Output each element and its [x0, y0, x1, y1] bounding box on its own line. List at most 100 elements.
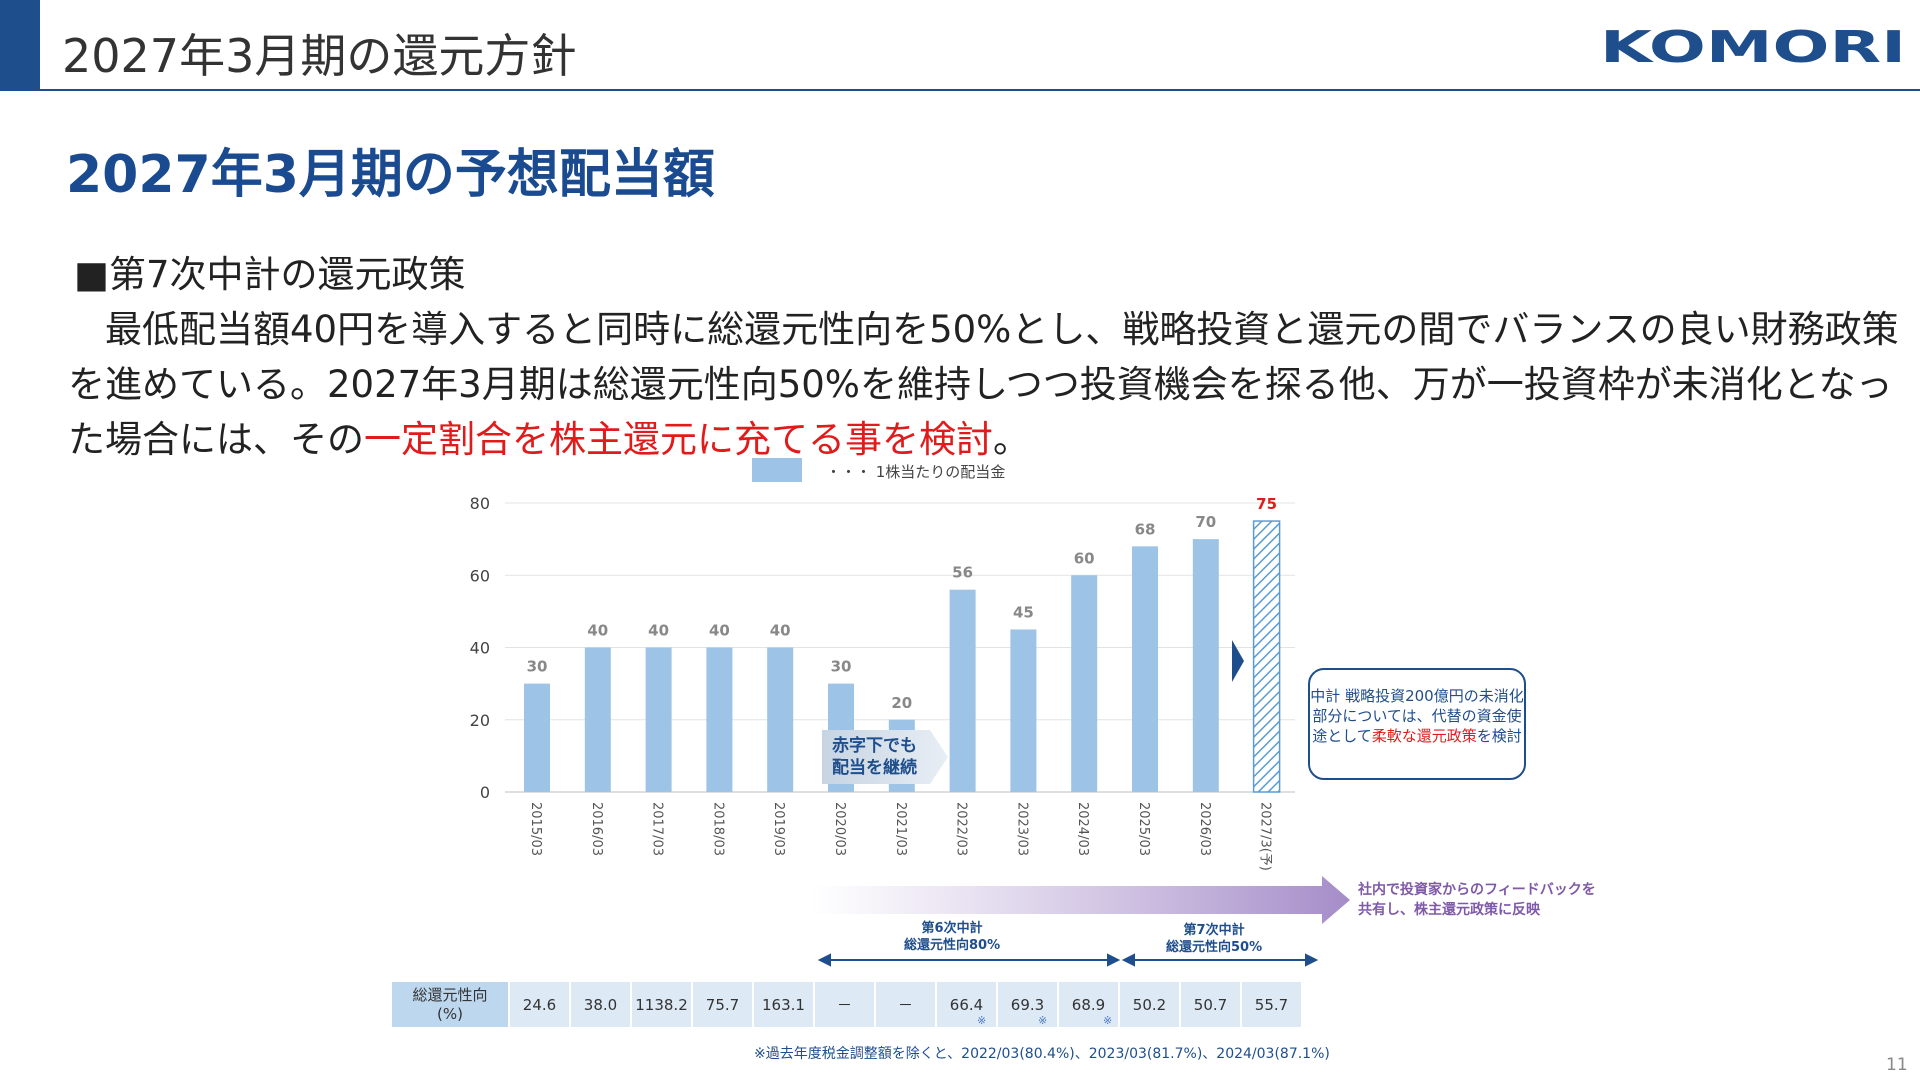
logo-text: KOMORI [1600, 22, 1906, 66]
x-tick-label: 2027/3(予) [1258, 802, 1273, 871]
payout-value: 38.0 [583, 995, 618, 1014]
footnote-mark: ※ [1038, 1014, 1048, 1027]
plan7-ratio: 総還元性向50% [1166, 940, 1263, 955]
payout-cell: 163.1 [753, 982, 815, 1027]
payout-header-cell: 総還元性向 (%) [392, 982, 510, 1027]
bar [645, 647, 672, 792]
payout-value: 75.7 [705, 995, 740, 1014]
data-label: 56 [952, 564, 973, 582]
bar [1192, 539, 1219, 792]
x-tick-label: 2024/03 [1075, 802, 1090, 856]
data-label: 45 [1013, 603, 1034, 621]
x-tick-label: 2015/03 [528, 802, 543, 856]
paragraph-highlight: 一定割合を株主還元に充てる事を検討 [364, 418, 993, 461]
feedback-line-1: 社内で投資家からのフィードバックを [1358, 882, 1596, 898]
x-tick-label: 2017/03 [650, 802, 665, 856]
y-tick-label: 60 [470, 566, 490, 585]
data-label: 40 [770, 622, 791, 640]
paragraph-line-1: 最低配当額40円を導入すると同時に総還元性向を50%とし、戦略投資と還元の間でバ… [68, 308, 1899, 351]
plan7-range-arrow [1121, 953, 1319, 967]
bar [767, 647, 794, 792]
data-label: 30 [831, 658, 852, 676]
payout-cell: 68.9 ※ [1058, 982, 1120, 1027]
payout-value: 68.9 [1071, 995, 1106, 1014]
payout-value: 50.7 [1193, 995, 1228, 1014]
y-tick-label: 0 [480, 783, 490, 802]
bar [1071, 575, 1098, 792]
plan6-label: 第6次中計 総還元性向80% [904, 920, 1000, 954]
bar [524, 683, 550, 792]
payout-cell: 38.0 [570, 982, 632, 1027]
section-label: ■第7次中計の還元政策 [74, 253, 466, 296]
payout-value: 24.6 [522, 995, 557, 1014]
x-tick-label: 2019/03 [771, 802, 786, 856]
payout-cell: 75.7 [692, 982, 754, 1027]
header-accent-bar [0, 0, 40, 90]
footnote-mark: ※ [1103, 1014, 1113, 1027]
bar [949, 589, 976, 792]
data-label: 40 [587, 622, 608, 640]
footnote: ※過去年度税金調整額を除くと、2022/03(80.4%)、2023/03(81… [754, 1046, 1330, 1062]
payout-cell: 69.3 ※ [997, 982, 1059, 1027]
payout-value: 66.4 [949, 995, 984, 1014]
legend-swatch [752, 458, 802, 482]
paragraph-end: 。 [993, 418, 1030, 461]
x-tick-label: 2021/03 [893, 802, 908, 856]
payout-cell: 1138.2 [631, 982, 693, 1027]
table-row: 総還元性向 (%) 24.6 38.0 1138.2 75.7 163.1 －－ 66.4 ※… [392, 982, 1303, 1027]
forecast-pointer-icon [1232, 640, 1244, 682]
legend-label: ・・・ 1株当たりの配当金 [826, 463, 1005, 481]
payout-value: 55.7 [1254, 995, 1289, 1014]
x-tick-label: 2018/03 [710, 802, 725, 856]
callout-end: を検討 [1476, 727, 1522, 745]
x-tick-label: 2025/03 [1136, 802, 1151, 856]
data-label: 70 [1195, 513, 1216, 531]
payout-value: 1138.2 [635, 995, 688, 1014]
payout-header-line-2: (%) [437, 1004, 463, 1023]
x-tick-label: 2022/03 [954, 802, 969, 856]
deficit-label-line-1: 赤字下でも [832, 736, 917, 756]
feedback-label: 社内で投資家からのフィードバックを 共有し、株主還元政策に反映 [1358, 880, 1596, 920]
bar [584, 647, 611, 792]
x-tick-label: 2023/03 [1014, 802, 1029, 856]
y-tick-label: 40 [470, 639, 490, 658]
data-label: 20 [891, 694, 912, 712]
payout-value: 50.2 [1132, 995, 1167, 1014]
plan6-ratio: 総還元性向80% [904, 938, 1001, 953]
deficit-label: 赤字下でも 配当を継続 [832, 735, 917, 779]
callout-text: 中計 戦略投資200億円の未消化部分については、代替の資金使途として [1310, 687, 1524, 745]
deficit-label-line-2: 配当を継続 [832, 758, 917, 778]
bar [706, 647, 733, 792]
plan6-range-arrow [817, 953, 1121, 967]
payout-cell: 55.7 [1241, 982, 1303, 1027]
x-tick-label: 2016/03 [589, 802, 604, 856]
payout-header-line-1: 総還元性向 [412, 985, 488, 1004]
page-number: 11 [1886, 1055, 1908, 1075]
header-divider [0, 89, 1920, 91]
page-title: 2027年3月期の還元方針 [62, 29, 577, 83]
plan7-title: 第7次中計 [1183, 923, 1245, 938]
payout-cell: 24.6 [509, 982, 571, 1027]
data-label: 60 [1074, 549, 1095, 567]
payout-cell: 50.2 [1119, 982, 1181, 1027]
payout-cell: 50.7 [1180, 982, 1242, 1027]
forecast-bar [1252, 520, 1281, 793]
y-tick-label: 20 [470, 711, 490, 730]
y-tick-label: 80 [470, 494, 490, 513]
bar [1132, 546, 1158, 792]
deficit-arrow [822, 730, 948, 784]
paragraph-line-3: た場合には、その一定割合を株主還元に充てる事を検討。 [68, 412, 1888, 467]
payout-ratio-table: 総還元性向 (%) 24.6 38.0 1138.2 75.7 163.1 －－ 66.4 ※… [392, 982, 1303, 1027]
plan7-label: 第7次中計 総還元性向50% [1166, 922, 1262, 956]
komori-logo: KOMORI [1600, 22, 1906, 66]
payout-cell: 66.4 ※ [936, 982, 998, 1027]
x-tick-label: 2026/03 [1197, 802, 1212, 856]
policy-paragraph: 最低配当額40円を導入すると同時に総還元性向を50%とし、戦略投資と還元の間でバ… [68, 302, 1899, 467]
data-label: 68 [1135, 520, 1156, 538]
x-tick-label: 2020/03 [832, 802, 847, 856]
footnote-mark: ※ [977, 1014, 987, 1027]
paragraph-line-2: を進めている。2027年3月期は総還元性向50%を維持しつつ投資機会を探る他、万… [68, 363, 1893, 406]
data-label: 40 [648, 622, 669, 640]
strategy-callout: 中計 戦略投資200億円の未消化部分については、代替の資金使途として柔軟な還元政… [1308, 668, 1526, 780]
data-label: 40 [709, 622, 730, 640]
